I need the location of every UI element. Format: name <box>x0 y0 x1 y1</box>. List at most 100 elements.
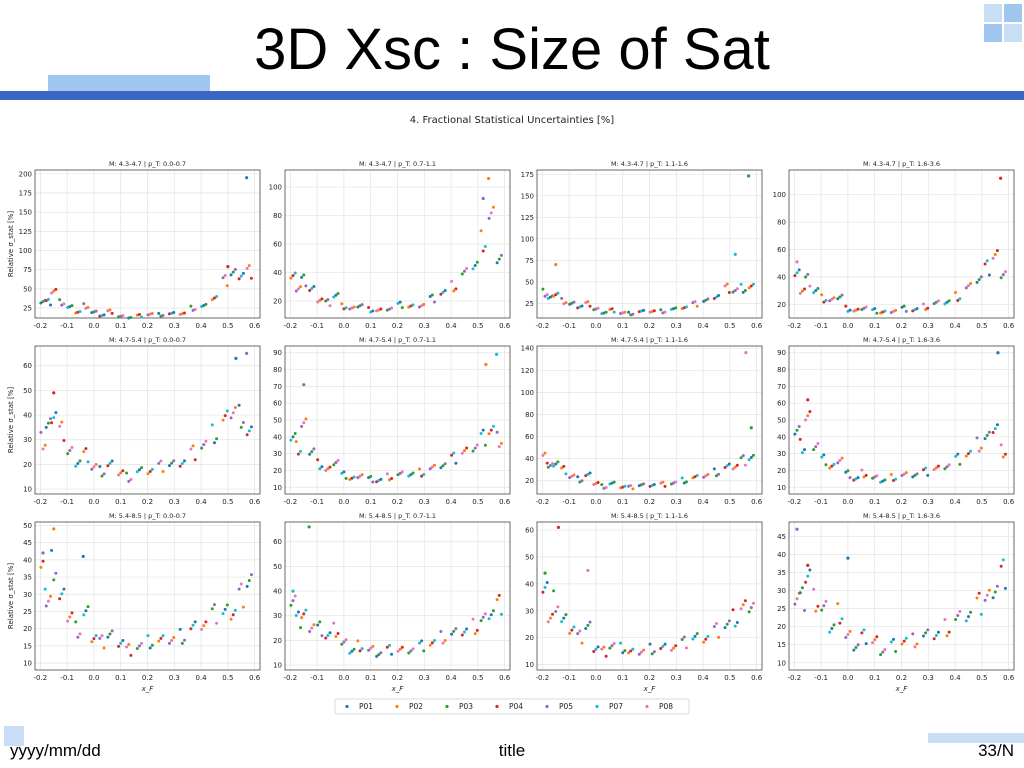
y-tick-label: 40 <box>273 588 282 596</box>
x-tick-label: -0.2 <box>788 498 802 506</box>
data-point <box>848 476 852 480</box>
data-point <box>140 641 144 645</box>
data-point <box>342 470 346 474</box>
x-tick-label: 0.3 <box>671 498 682 506</box>
x-tick-label: 0.6 <box>751 674 763 682</box>
data-point <box>308 289 312 293</box>
data-point <box>400 306 404 310</box>
data-point <box>846 556 850 560</box>
data-point <box>39 301 43 305</box>
data-point <box>157 461 161 465</box>
data-point <box>202 624 206 628</box>
data-point <box>921 468 925 472</box>
data-point <box>233 608 237 612</box>
y-tick-label: 50 <box>273 563 282 571</box>
data-point <box>702 475 706 479</box>
data-point <box>652 650 656 654</box>
data-point <box>304 417 308 421</box>
data-point <box>245 584 249 588</box>
panel-frame <box>536 345 763 495</box>
panel-title: M: 4.3-4.7 | p_T: 1.6-3.6 <box>863 160 940 168</box>
data-point <box>387 643 391 647</box>
data-point <box>564 301 568 305</box>
data-point <box>231 411 235 415</box>
x-tick-label: 0.0 <box>842 498 853 506</box>
y-tick-label: 80 <box>777 366 786 374</box>
data-point <box>824 463 828 467</box>
y-tick-label: 90 <box>777 349 786 357</box>
data-point <box>189 304 193 308</box>
data-point <box>541 453 545 457</box>
data-point <box>293 271 297 275</box>
data-point <box>995 584 999 588</box>
data-point <box>332 621 336 625</box>
x-tick-label: -0.1 <box>60 322 74 330</box>
panel-frame <box>284 521 511 671</box>
data-point <box>900 474 904 477</box>
data-point <box>348 651 352 655</box>
data-point <box>723 284 727 288</box>
data-point <box>483 443 487 447</box>
panel-title: M: 4.7-5.4 | p_T: 1.1-1.6 <box>611 336 688 344</box>
x-tick-label: 0.6 <box>249 322 261 330</box>
data-point <box>106 464 110 468</box>
data-point <box>619 641 623 645</box>
data-point <box>324 468 328 472</box>
x-tick-label: 0.4 <box>950 498 962 506</box>
data-point <box>291 589 295 593</box>
data-point <box>475 260 479 264</box>
data-point <box>296 452 300 456</box>
data-point <box>39 565 43 569</box>
data-point <box>749 456 753 460</box>
data-point <box>816 442 820 446</box>
x-tick-label: 0.2 <box>896 674 907 682</box>
data-point <box>604 654 608 658</box>
data-point <box>674 480 678 484</box>
data-point <box>848 308 852 312</box>
data-point <box>894 308 898 312</box>
y-tick-label: 60 <box>273 538 282 546</box>
data-point <box>450 279 454 283</box>
y-axis-label: Relative σ_stat [%] <box>7 387 15 453</box>
data-point <box>471 617 475 621</box>
data-point <box>695 474 699 477</box>
data-point <box>316 623 320 627</box>
data-point <box>241 605 245 609</box>
data-point <box>541 287 545 291</box>
data-point <box>551 462 555 466</box>
data-point <box>54 287 58 291</box>
data-point <box>747 610 751 614</box>
data-point <box>838 459 842 463</box>
data-point <box>318 620 322 624</box>
data-point <box>233 267 237 271</box>
data-point <box>795 260 799 264</box>
panel-points <box>39 527 253 657</box>
data-point <box>797 425 801 429</box>
legend-entry: P05 <box>559 702 573 711</box>
x-tick-label: -0.1 <box>814 498 828 506</box>
data-point <box>875 474 879 478</box>
x-tick-label: -0.2 <box>536 674 550 682</box>
data-point <box>294 613 298 617</box>
data-point <box>975 596 979 600</box>
data-point <box>744 351 748 355</box>
data-point <box>225 603 229 607</box>
data-point <box>398 300 402 304</box>
data-point <box>409 473 413 477</box>
y-tick-label: 10 <box>777 659 786 667</box>
data-point <box>371 644 375 648</box>
panel-frame <box>34 345 261 495</box>
x-tick-label: 0.1 <box>869 674 880 682</box>
data-point <box>62 587 66 591</box>
data-point <box>127 643 131 647</box>
x-tick-label: 0.3 <box>923 498 934 506</box>
data-point <box>554 609 558 613</box>
legend-marker <box>495 704 499 709</box>
y-tick-label: 175 <box>19 190 32 198</box>
data-point <box>86 605 90 609</box>
x-tick-label: 0.2 <box>644 498 655 506</box>
data-point <box>473 632 477 636</box>
data-point <box>934 300 938 304</box>
x-tick-label: 0.5 <box>222 322 233 330</box>
data-point <box>743 599 747 603</box>
